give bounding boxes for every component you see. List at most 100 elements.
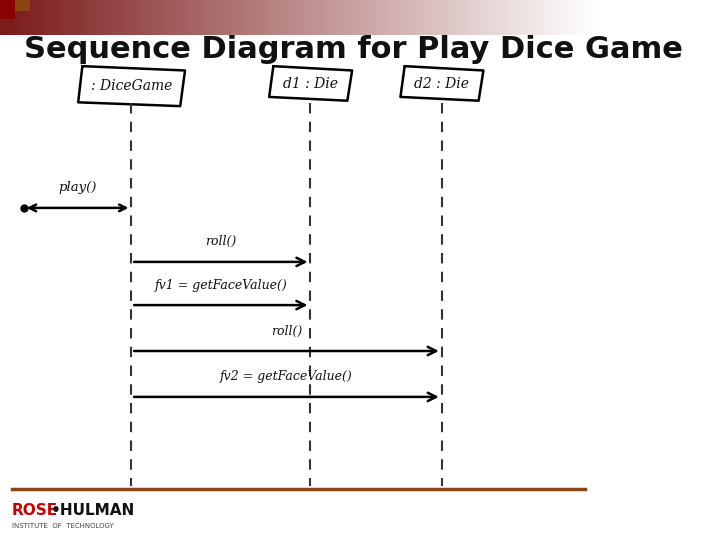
Bar [233, 0, 235, 35]
Bar [438, 0, 441, 35]
Bar [525, 0, 528, 35]
Bar [549, 0, 552, 35]
Bar [164, 0, 167, 35]
Bar [343, 0, 346, 35]
Bar [487, 0, 490, 35]
Bar [516, 0, 519, 35]
Bar [540, 0, 543, 35]
Bar [483, 0, 487, 35]
Bar [68, 0, 71, 35]
Bar [235, 0, 239, 35]
Bar [546, 0, 549, 35]
Bar [302, 0, 305, 35]
Bar [451, 0, 454, 35]
Bar [400, 0, 403, 35]
Bar [495, 0, 498, 35]
Bar [292, 0, 295, 35]
Bar [376, 0, 379, 35]
Bar [480, 0, 483, 35]
Bar [263, 0, 266, 35]
Bar [122, 0, 125, 35]
Bar [242, 0, 245, 35]
Bar [218, 0, 221, 35]
Bar [331, 0, 334, 35]
Bar [406, 0, 409, 35]
Bar [412, 0, 415, 35]
Bar [149, 0, 152, 35]
Bar [385, 0, 388, 35]
Bar [24, 0, 27, 35]
Bar [588, 0, 591, 35]
Bar [60, 0, 63, 35]
Bar [251, 0, 253, 35]
Bar [433, 0, 436, 35]
Bar [355, 0, 358, 35]
Bar [57, 0, 60, 35]
Bar [197, 0, 200, 35]
Bar [63, 0, 66, 35]
Bar [474, 0, 477, 35]
Bar [221, 0, 224, 35]
Bar [454, 0, 456, 35]
Bar [191, 0, 194, 35]
Bar [358, 0, 361, 35]
Bar [382, 0, 385, 35]
Bar [462, 0, 466, 35]
Text: play(): play() [58, 181, 96, 194]
Bar [510, 0, 513, 35]
Bar [176, 0, 179, 35]
Bar [287, 0, 289, 35]
Bar [179, 0, 182, 35]
Bar [215, 0, 218, 35]
Bar [558, 0, 561, 35]
Bar [403, 0, 406, 35]
Bar [441, 0, 445, 35]
Bar [409, 0, 412, 35]
Bar [18, 0, 21, 35]
Bar [522, 0, 525, 35]
Bar [50, 0, 54, 35]
Bar [15, 0, 30, 10]
Bar [194, 0, 197, 35]
Bar [230, 0, 233, 35]
Bar [0, 0, 15, 19]
Bar [561, 0, 564, 35]
Bar [125, 0, 128, 35]
Bar [173, 0, 176, 35]
Bar [367, 0, 370, 35]
Bar [415, 0, 418, 35]
Bar [534, 0, 537, 35]
Bar [504, 0, 508, 35]
Bar [206, 0, 209, 35]
Bar [36, 0, 39, 35]
Bar [182, 0, 185, 35]
Bar [92, 0, 96, 35]
Bar [469, 0, 472, 35]
Bar [146, 0, 149, 35]
Bar [86, 0, 89, 35]
Bar [585, 0, 588, 35]
Bar [269, 0, 271, 35]
Bar [564, 0, 567, 35]
Bar [388, 0, 391, 35]
Bar [84, 0, 86, 35]
Bar [567, 0, 570, 35]
Bar [498, 0, 501, 35]
Bar [591, 0, 594, 35]
Bar [140, 0, 143, 35]
Bar [48, 0, 50, 35]
Bar [445, 0, 448, 35]
Bar [271, 0, 274, 35]
Bar [96, 0, 99, 35]
Text: fv1 = getFaceValue(): fv1 = getFaceValue() [155, 279, 287, 292]
Bar [167, 0, 170, 35]
Bar [319, 0, 323, 35]
Bar [323, 0, 325, 35]
Bar [307, 0, 310, 35]
Bar [277, 0, 281, 35]
Bar [305, 0, 307, 35]
Bar [337, 0, 340, 35]
Bar [418, 0, 420, 35]
Bar [334, 0, 337, 35]
Bar [361, 0, 364, 35]
